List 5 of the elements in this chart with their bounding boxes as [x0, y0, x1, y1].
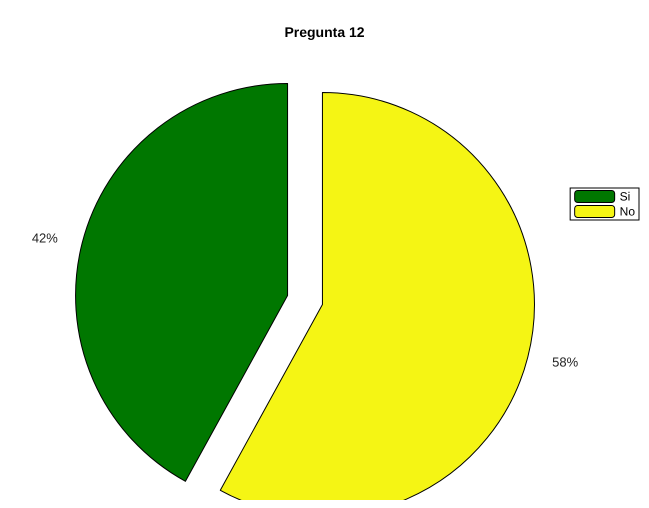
chart-title: Pregunta 12 [284, 24, 365, 40]
data-label: 58% [552, 354, 579, 370]
legend-label: Si [620, 190, 630, 204]
data-label: 42% [32, 230, 58, 246]
legend-label: No [620, 204, 636, 218]
